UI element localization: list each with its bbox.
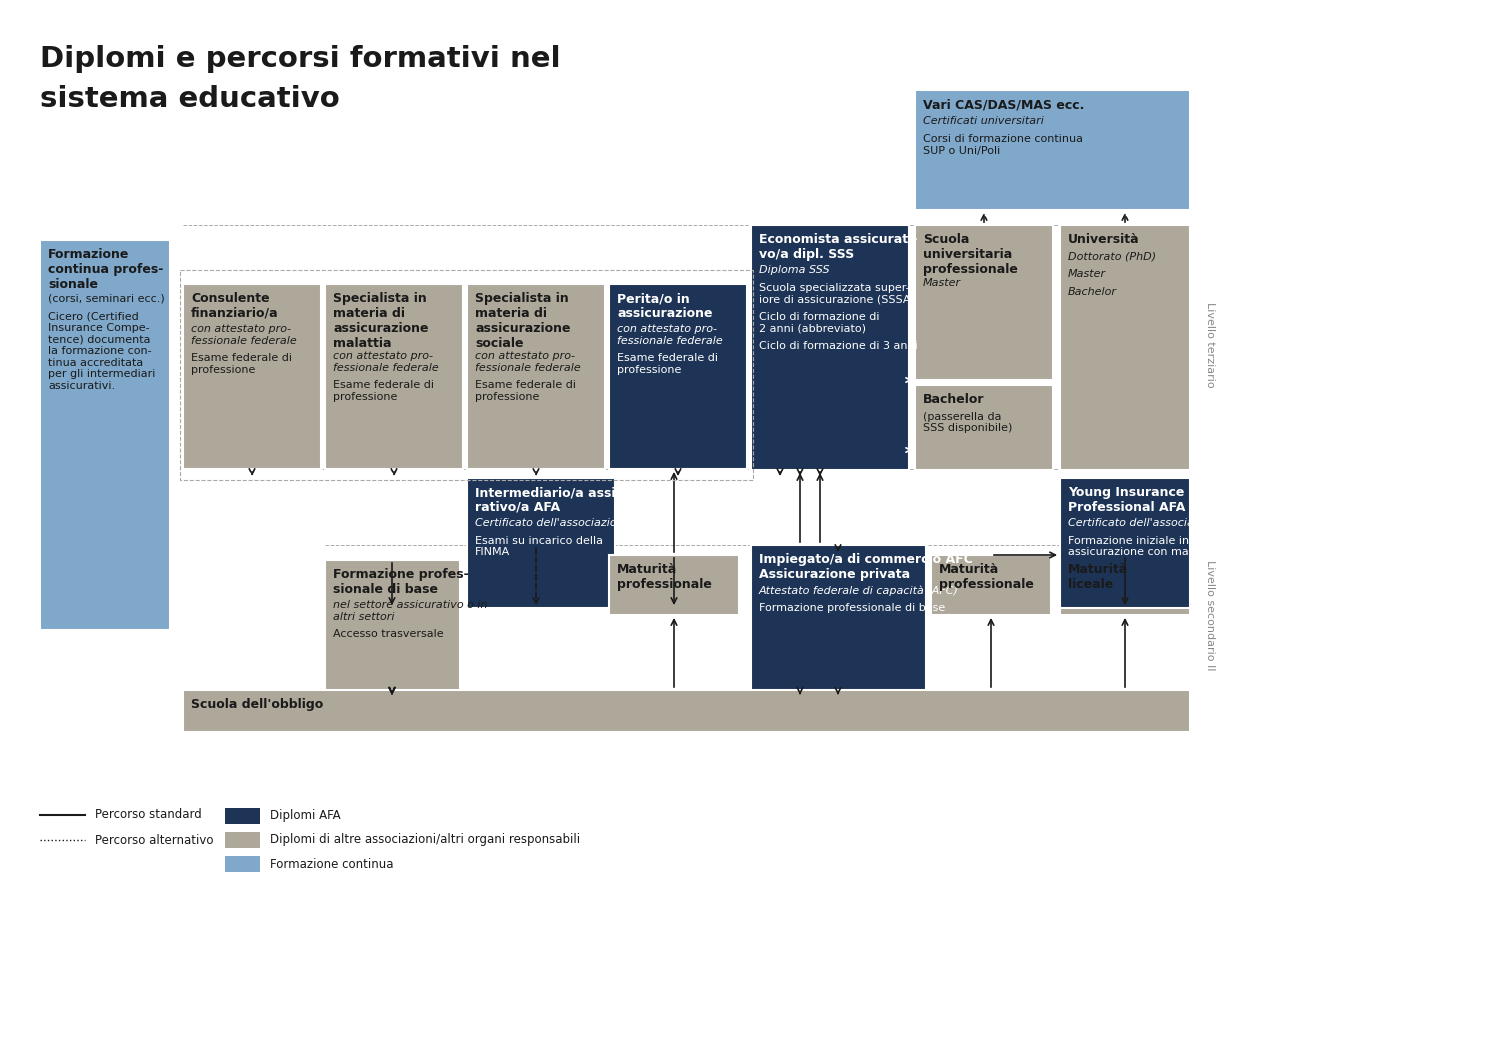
Text: Master: Master [922,279,962,288]
Bar [609,284,747,469]
Bar [326,560,460,695]
Text: Accesso trasversale: Accesso trasversale [333,630,444,639]
Text: Formazione continua: Formazione continua [270,858,393,870]
Bar [915,225,1053,379]
Text: Diplomi di altre associazioni/altri organi responsabili: Diplomi di altre associazioni/altri orga… [270,833,580,847]
Bar [225,808,260,824]
Text: Consulente
finanziario/a: Consulente finanziario/a [190,292,279,320]
Text: Esame federale di
professione: Esame federale di professione [476,381,576,402]
Bar [466,284,604,469]
Bar [225,856,260,872]
Bar [40,240,170,630]
Text: Percorso standard: Percorso standard [94,809,201,822]
Text: Diploma SSS: Diploma SSS [759,265,830,275]
Text: Scuola
universitaria
professionale: Scuola universitaria professionale [922,233,1019,276]
Text: Formazione profes-
sionale di base: Formazione profes- sionale di base [333,568,468,596]
Text: Formazione professionale di base: Formazione professionale di base [759,602,945,613]
Text: Intermediario/a assicu-
rativo/a AFA: Intermediario/a assicu- rativo/a AFA [476,485,638,514]
Bar [1060,555,1190,615]
Bar [752,545,926,695]
Text: con attestato pro-
fessionale federale: con attestato pro- fessionale federale [476,351,580,373]
Text: Dottorato (PhD): Dottorato (PhD) [1068,251,1156,262]
Text: Esame federale di
professione: Esame federale di professione [616,353,718,375]
Text: Certificato dell'associazione: Certificato dell'associazione [476,518,630,528]
Bar [183,284,321,469]
Text: Bachelor: Bachelor [1068,286,1118,297]
Text: (passerella da
SSS disponibile): (passerella da SSS disponibile) [922,411,1013,434]
Bar [1060,478,1190,608]
Bar [915,385,1053,470]
Text: Esami su incarico della
FINMA: Esami su incarico della FINMA [476,535,603,558]
Text: Livello secondario II: Livello secondario II [1204,560,1215,670]
Text: Esame federale di
professione: Esame federale di professione [190,353,292,375]
Bar [932,555,1052,615]
Text: Corsi di formazione continua
SUP o Uni/Poli: Corsi di formazione continua SUP o Uni/P… [922,135,1083,156]
Text: Specialista in
materia di
assicurazione
sociale: Specialista in materia di assicurazione … [476,292,570,350]
Text: Diplomi AFA: Diplomi AFA [270,810,340,823]
Text: con attestato pro-
fessionale federale: con attestato pro- fessionale federale [190,324,297,346]
Text: sistema educativo: sistema educativo [40,85,339,113]
Text: Diplomi e percorsi formativi nel: Diplomi e percorsi formativi nel [40,45,561,73]
Bar [326,284,464,469]
Text: Esame federale di
professione: Esame federale di professione [333,381,433,402]
Text: Bachelor: Bachelor [922,393,984,406]
Text: Attestato federale di capacità (AFC): Attestato federale di capacità (AFC) [759,585,958,596]
Text: Specialista in
materia di
assicurazione
malattia: Specialista in materia di assicurazione … [333,292,429,350]
Text: con attestato pro-
fessionale federale: con attestato pro- fessionale federale [333,351,438,373]
Text: Impiegato/a di commercio AFC
Assicurazione privata: Impiegato/a di commercio AFC Assicurazio… [759,553,972,581]
Text: Master: Master [1068,269,1106,279]
Bar [180,270,753,480]
Text: Maturità
professionale: Maturità professionale [939,563,1034,591]
Text: con attestato pro-
fessionale federale: con attestato pro- fessionale federale [616,324,723,346]
Text: Economista assicurati-
vo/a dipl. SSS: Economista assicurati- vo/a dipl. SSS [759,233,918,261]
Text: Percorso alternativo: Percorso alternativo [94,833,213,847]
Bar [466,478,615,608]
Bar [752,225,909,470]
Text: Formazione
continua profes-
sionale: Formazione continua profes- sionale [48,248,164,292]
Text: Young Insurance
Professional AFA: Young Insurance Professional AFA [1068,485,1185,514]
Text: Cicero (Certified
Insurance Compe-
tence) documenta
la formazione con-
tinua acc: Cicero (Certified Insurance Compe- tence… [48,311,156,391]
Bar [183,690,1190,732]
Text: Livello terziario: Livello terziario [1204,302,1215,388]
Bar [609,555,740,615]
Text: Certificati universitari: Certificati universitari [922,117,1044,126]
Text: Ciclo di formazione di 3 anni: Ciclo di formazione di 3 anni [759,341,918,351]
Text: Ciclo di formazione di
2 anni (abbreviato): Ciclo di formazione di 2 anni (abbreviat… [759,312,879,334]
Text: Scuola dell'obbligo: Scuola dell'obbligo [190,697,324,711]
Text: Certificato dell'associazione: Certificato dell'associazione [1068,518,1224,528]
Text: Vari CAS/DAS/MAS ecc.: Vari CAS/DAS/MAS ecc. [922,98,1084,111]
Text: Formazione iniziale in
assicurazione con maturità: Formazione iniziale in assicurazione con… [1068,535,1220,558]
Text: Scuola specializzata super-
iore di assicurazione (SSSA): Scuola specializzata super- iore di assi… [759,283,915,304]
Bar [225,832,260,848]
Text: (corsi, seminari ecc.): (corsi, seminari ecc.) [48,294,165,303]
Text: nel settore assicurativo o in
altri settori: nel settore assicurativo o in altri sett… [333,600,488,621]
Text: Maturità
professionale: Maturità professionale [616,563,712,591]
Text: Università: Università [1068,233,1140,246]
Bar [915,90,1190,210]
Text: Perita/o in
assicurazione: Perita/o in assicurazione [616,292,712,320]
Text: Maturità
liceale: Maturità liceale [1068,563,1128,591]
Bar [1060,225,1190,470]
